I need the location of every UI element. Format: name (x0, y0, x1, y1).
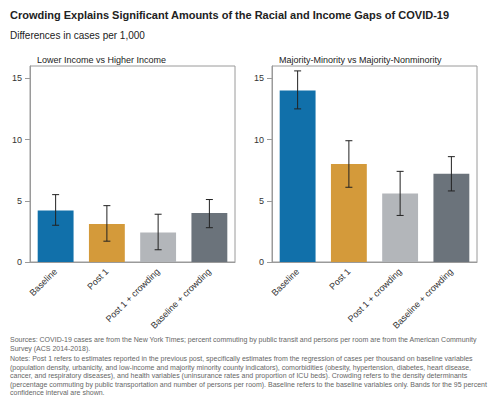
svg-text:Post 1: Post 1 (327, 266, 352, 291)
svg-text:Baseline: Baseline (28, 266, 59, 297)
svg-text:15: 15 (254, 73, 264, 83)
svg-text:Majority-Minority vs Majority-: Majority-Minority vs Majority-Nonminorit… (279, 55, 442, 65)
html-text:Notes: Post 1 refers to estima: Notes: Post 1 refers to estimates report… (10, 355, 487, 396)
svg-text:0: 0 (259, 257, 264, 267)
html-text:Differences in cases per 1,000: Differences in cases per 1,000 (10, 30, 145, 41)
svg-text:Post 1 + crowding: Post 1 + crowding (346, 266, 404, 324)
svg-text:15: 15 (12, 73, 22, 83)
svg-text:Baseline + crowding: Baseline + crowding (391, 266, 455, 330)
html-text:Crowding Explains Significant: Crowding Explains Significant Amounts of… (10, 9, 449, 21)
svg-text:Baseline + crowding: Baseline + crowding (149, 266, 213, 330)
svg-text:Lower Income vs Higher Income: Lower Income vs Higher Income (37, 55, 166, 65)
html-text:Sources: COVID-19 cases are fr: Sources: COVID-19 cases are from the New… (10, 336, 477, 352)
svg-text:5: 5 (259, 196, 264, 206)
svg-text:Post 1 + crowding: Post 1 + crowding (104, 266, 162, 324)
svg-text:10: 10 (12, 135, 22, 145)
svg-text:Baseline: Baseline (270, 266, 301, 297)
svg-text:5: 5 (17, 196, 22, 206)
svg-text:0: 0 (17, 257, 22, 267)
svg-text:10: 10 (254, 135, 264, 145)
svg-text:Post 1: Post 1 (85, 266, 110, 291)
